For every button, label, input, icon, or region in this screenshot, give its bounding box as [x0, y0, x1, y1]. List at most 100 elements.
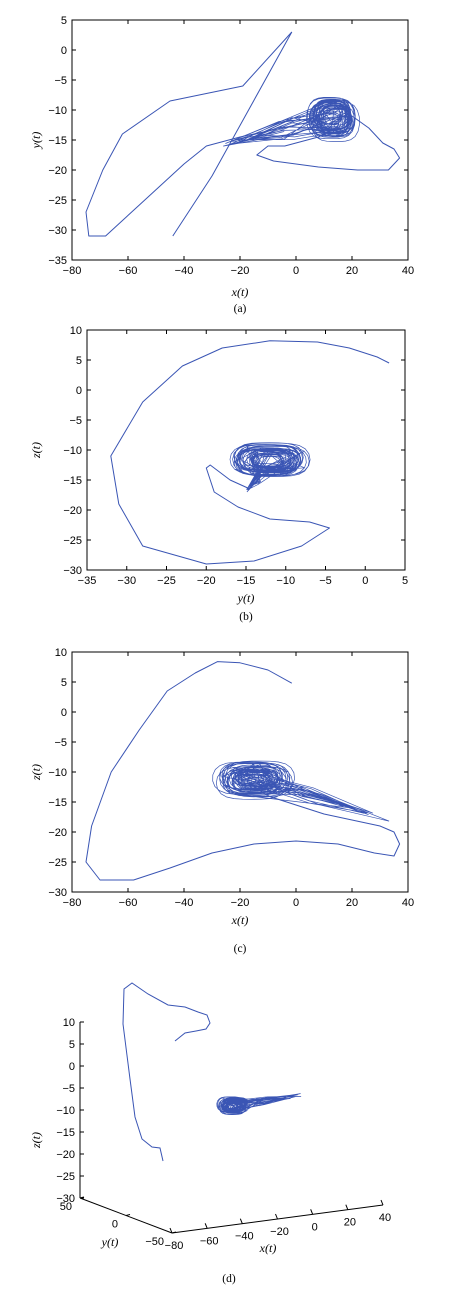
z-tick-label: −15: [56, 1127, 75, 1139]
y-tick-label: −30: [63, 565, 82, 577]
x-tick-label: 0: [293, 265, 299, 277]
z-tick-label: −5: [62, 1083, 75, 1095]
x-axis-label: y(t): [237, 591, 255, 605]
attractor-loops: [223, 96, 360, 147]
x-tick-label: −35: [78, 575, 97, 587]
x-tick-label: −5: [319, 575, 332, 587]
trajectory-line-0: [85, 661, 401, 881]
x-tick-label: −15: [237, 575, 256, 587]
y-tick-label: −30: [48, 225, 67, 237]
y-tick-label: 0: [61, 707, 67, 719]
z-tick-label: 10: [63, 1017, 75, 1029]
panel-caption: (c): [234, 943, 247, 955]
panel-caption: (d): [222, 1273, 236, 1285]
chart-panel-a: −80 −60 −40 −20 0 20 40 5 0 −5 −10 −15 −20 −25 −30 −35 x…: [29, 15, 414, 315]
z-tick-label: −10: [56, 1105, 75, 1117]
panel-caption: (a): [234, 303, 247, 315]
z-axis-label: z(t): [29, 1132, 43, 1149]
y-tick-mark: [125, 1214, 131, 1216]
chart-panel-b: −35 −30 −25 −20 −15 −10 −5 0 51050−5−10−15−20−25…: [29, 325, 408, 623]
x-tick-mark: [310, 1209, 314, 1215]
z-tick-label: −20: [56, 1149, 75, 1161]
trajectory-line-0: [110, 340, 390, 565]
x-tick-label: 5: [402, 575, 408, 587]
y-tick-label: −20: [48, 827, 67, 839]
x-tick-mark: [345, 1204, 349, 1210]
y-tick-label: −25: [48, 195, 67, 207]
attractor-loops: [212, 760, 390, 822]
y-tick-label: 0: [76, 385, 82, 397]
x-tick-label: 40: [379, 1212, 391, 1224]
y-axis-label: y(t): [101, 1235, 119, 1249]
y-tick-label: −10: [48, 767, 67, 779]
x-tick-label: −30: [117, 575, 136, 587]
x-tick-label: 40: [402, 265, 414, 277]
x-axis-label: x(t): [259, 1241, 277, 1255]
y-tick-label: 10: [55, 647, 67, 659]
chart-panel-c: −80 −60 −40 −20 0 20 40 10 5 0 −5 −10 −15 −20 −25 −30 x(…: [29, 647, 414, 955]
z-tick-label: 0: [69, 1061, 75, 1073]
trajectory-line-1: [85, 31, 401, 237]
x-tick-mark: [169, 1227, 173, 1234]
x-tick-label: −20: [270, 1226, 289, 1238]
z-tick-label: 5: [69, 1039, 75, 1051]
panel-caption: (b): [239, 611, 253, 623]
y-axis-label: z(t): [29, 764, 43, 781]
x-tick-label: 0: [312, 1221, 318, 1233]
z-tick-label: −30: [56, 1193, 75, 1205]
x-tick-mark: [275, 1213, 278, 1220]
y-tick-label: −15: [63, 475, 82, 487]
x-tick-label: 20: [344, 1217, 356, 1229]
y-tick-label: −15: [48, 135, 67, 147]
x-tick-label: −40: [175, 265, 194, 277]
y-tick-label: −10: [63, 445, 82, 457]
x-tick-label: −25: [157, 575, 176, 587]
y-tick-label: −50: [145, 1236, 164, 1248]
y-tick-label: −25: [63, 535, 82, 547]
x-tick-label: 20: [346, 265, 358, 277]
y-tick-mark: [79, 1196, 85, 1199]
x-tick-label: −40: [175, 897, 194, 909]
x-tick-label: −40: [235, 1231, 254, 1243]
y-tick-label: −35: [48, 255, 67, 267]
x-tick-label: −20: [231, 265, 250, 277]
x-tick-mark: [204, 1223, 208, 1229]
y-axis-label: y(t): [29, 132, 43, 150]
z-tick-label: −25: [56, 1171, 75, 1183]
y-tick-label: −20: [63, 505, 82, 517]
x-tick-label: 0: [293, 897, 299, 909]
trajectory-line-0: [172, 31, 293, 237]
y-axis-label: z(t): [29, 442, 43, 459]
y-tick-label: 0: [61, 45, 67, 57]
x-tick-mark: [380, 1199, 384, 1206]
attractor-loops: [216, 1093, 302, 1115]
x-axis-label: x(t): [231, 285, 249, 299]
y-tick-label: −5: [54, 75, 67, 87]
x-axis-label: x(t): [231, 913, 249, 927]
x-tick-mark: [239, 1218, 243, 1224]
y-tick-label: −25: [48, 857, 67, 869]
x-tick-label: 40: [402, 897, 414, 909]
y-tick-label: 50: [60, 1201, 72, 1213]
x-tick-label: −60: [119, 897, 138, 909]
attractor-loops: [229, 442, 311, 493]
y-tick-label: −5: [54, 737, 67, 749]
x-tick-label: −10: [276, 575, 295, 587]
x-tick-label: −60: [200, 1235, 219, 1247]
x-tick-label: −80: [63, 265, 82, 277]
x-tick-label: 20: [346, 897, 358, 909]
y-tick-label: 10: [70, 325, 82, 337]
x-tick-label: −20: [197, 575, 216, 587]
y-tick-label: 5: [61, 15, 67, 27]
y-tick-label: 5: [76, 355, 82, 367]
y-tick-label: −5: [69, 415, 82, 427]
y-tick-label: −20: [48, 165, 67, 177]
y-tick-label: −30: [48, 887, 67, 899]
x-tick-label: 0: [362, 575, 368, 587]
y-tick-label: 5: [61, 677, 67, 689]
y-tick-label: 0: [112, 1219, 118, 1231]
y-tick-label: −15: [48, 797, 67, 809]
trajectory-line-0: [122, 982, 211, 1162]
x-tick-label: −80: [63, 897, 82, 909]
